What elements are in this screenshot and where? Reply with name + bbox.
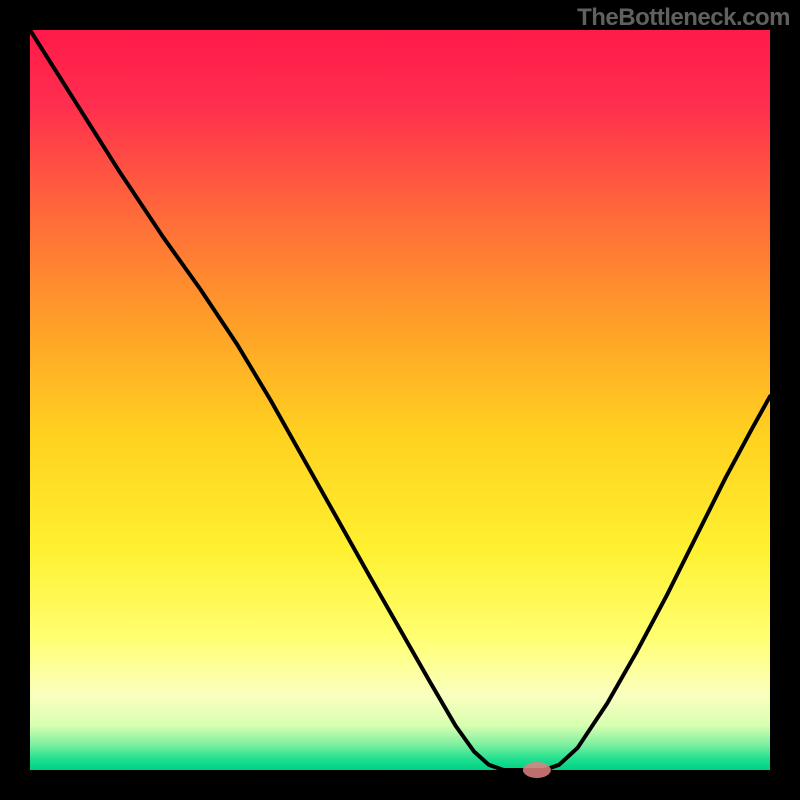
optimal-marker xyxy=(523,762,551,778)
chart-background xyxy=(30,30,770,770)
chart-container: TheBottleneck.com xyxy=(0,0,800,800)
bottleneck-chart xyxy=(0,0,800,800)
